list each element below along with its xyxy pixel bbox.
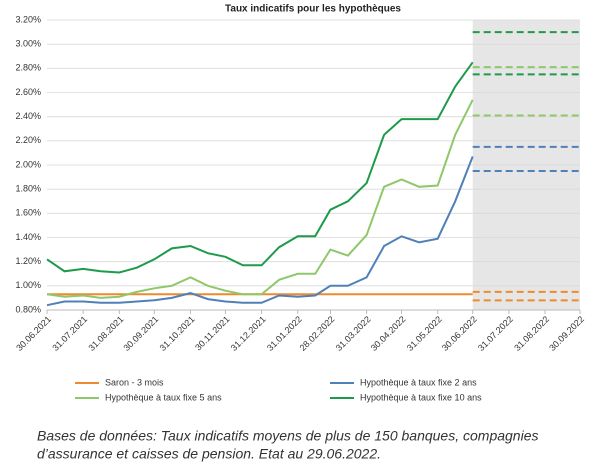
y-tick-label: 1.60%	[15, 208, 41, 218]
y-tick-label: 2.00%	[15, 159, 41, 169]
y-tick-label: 2.20%	[15, 135, 41, 145]
y-tick-label: 1.00%	[15, 280, 41, 290]
x-tick-label: 31.07.2022	[476, 314, 515, 353]
legend-label: Hypothèque à taux fixe 2 ans	[360, 377, 477, 387]
y-tick-label: 1.40%	[15, 232, 41, 242]
x-tick-label: 31.12.2021	[229, 314, 268, 353]
y-tick-label: 3.00%	[15, 39, 41, 49]
x-tick-label: 31.08.2022	[512, 314, 551, 353]
y-tick-label: 1.20%	[15, 256, 41, 266]
x-tick-label: 31.07.2021	[50, 314, 89, 353]
x-tick-label: 30.06.2022	[440, 314, 479, 353]
series-line	[46, 99, 474, 299]
x-tick-label: 31.03.2022	[334, 314, 373, 353]
series-line	[46, 61, 474, 274]
x-tick-label: 31.10.2021	[158, 314, 197, 353]
legend-label: Hypothèque à taux fixe 10 ans	[360, 392, 482, 402]
x-tick-label: 30.04.2022	[369, 314, 408, 353]
series-line	[46, 156, 474, 307]
y-tick-label: 1.80%	[15, 184, 41, 194]
y-tick-label: 2.80%	[15, 63, 41, 73]
caption: Bases de données: Taux indicatifs moyens…	[37, 428, 538, 444]
y-tick-label: 3.20%	[15, 14, 41, 24]
chart-title: Taux indicatifs pour les hypothèques	[225, 4, 401, 15]
x-tick-label: 30.09.2021	[121, 314, 160, 353]
x-tick-label: 30.06.2021	[14, 314, 53, 353]
x-tick-label: 31.05.2022	[405, 314, 444, 353]
x-tick-label: 30.11.2021	[193, 314, 231, 352]
y-tick-label: 2.60%	[15, 87, 41, 97]
legend-label: Saron - 3 mois	[105, 377, 164, 387]
y-tick-label: 0.80%	[15, 304, 41, 314]
x-tick-label: 28.02.2022	[298, 314, 337, 353]
x-tick-label: 30.09.2022	[547, 314, 586, 353]
caption: d’assurance et caisses de pension. Etat …	[37, 446, 381, 462]
legend-label: Hypothèque à taux fixe 5 ans	[105, 392, 222, 402]
x-tick-label: 31.08.2021	[86, 314, 125, 353]
y-tick-label: 2.40%	[15, 111, 41, 121]
